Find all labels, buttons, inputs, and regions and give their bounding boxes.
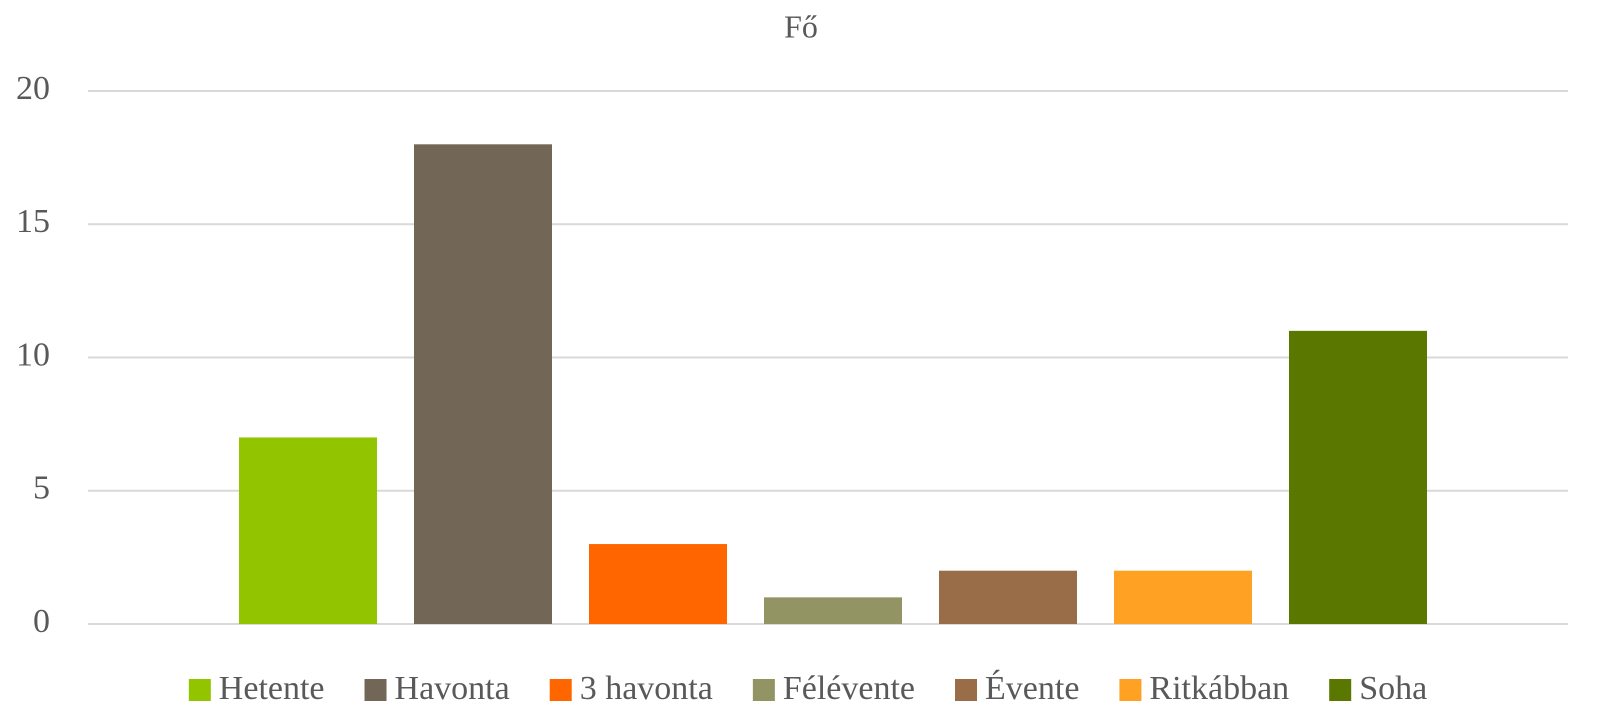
bar (589, 544, 727, 624)
legend-swatch (752, 679, 775, 701)
bar (239, 437, 377, 624)
bar (939, 570, 1077, 624)
bar (764, 597, 902, 624)
chart-title: Fő (784, 8, 818, 44)
y-tick-label: 10 (16, 336, 50, 373)
y-tick-label: 5 (33, 470, 50, 507)
legend-label: Ritkábban (1149, 670, 1289, 707)
legend-label: Havonta (395, 670, 510, 707)
bar (414, 144, 552, 625)
legend-label: Félévente (783, 670, 915, 707)
legend-label: 3 havonta (580, 670, 713, 707)
y-tick-label: 20 (16, 70, 50, 107)
legend-label: Hetente (219, 670, 325, 707)
legend-swatch (1329, 679, 1352, 701)
legend-swatch (364, 679, 387, 701)
legend-label: Soha (1359, 670, 1427, 707)
bar (1289, 330, 1427, 624)
y-tick-label: 0 (33, 603, 50, 640)
legend-swatch (188, 679, 211, 701)
legend-swatch (955, 679, 978, 701)
bar (1114, 570, 1252, 624)
legend-swatch (1119, 679, 1142, 701)
legend-label: Évente (985, 670, 1079, 707)
y-tick-label: 15 (16, 203, 50, 240)
legend-swatch (549, 679, 572, 701)
